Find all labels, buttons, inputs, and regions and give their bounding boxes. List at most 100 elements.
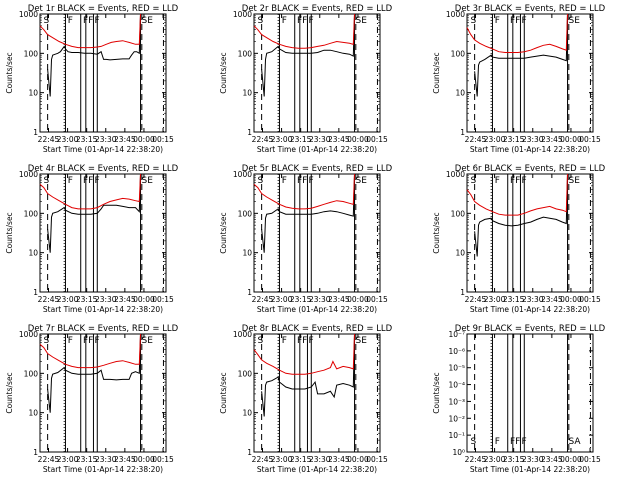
marker-label: F	[302, 336, 307, 346]
x-tick-label: 00:15	[366, 455, 388, 464]
x-tick-label: 23:45	[114, 455, 136, 464]
x-tick-label: 23:30	[522, 455, 544, 464]
x-tick-label: 23:30	[95, 135, 117, 144]
marker-label: F	[88, 16, 93, 26]
x-axis-label: Start Time (01-Apr-14 22:38:20)	[470, 305, 590, 314]
x-tick-label: 22:45	[465, 295, 487, 304]
x-tick-label: 23:30	[95, 295, 117, 304]
y-tick-label: 1	[247, 448, 252, 457]
y-tick-label: 10⁻²	[448, 414, 465, 423]
marker-label: F	[510, 176, 515, 186]
x-tick-label: 00:15	[152, 295, 174, 304]
y-axis-label: Counts/sec	[432, 212, 441, 253]
marker-label: F	[308, 336, 313, 346]
x-tick-label: 00:00	[347, 295, 369, 304]
x-axis-label: Start Time (01-Apr-14 22:38:20)	[43, 145, 163, 154]
y-tick-label: 10⁰	[452, 448, 465, 457]
marker-label: F	[515, 176, 520, 186]
marker-label: F	[297, 176, 302, 186]
marker-label: F	[510, 437, 515, 447]
x-tick-label: 23:00	[57, 295, 79, 304]
series-line-events	[261, 13, 355, 97]
marker-label: SE	[142, 176, 154, 186]
panel-title: Det 4r BLACK = Events, RED = LLD	[28, 164, 179, 174]
marker-label: F	[88, 336, 93, 346]
series-line-lld	[253, 173, 355, 210]
panel-title: Det 5r BLACK = Events, RED = LLD	[242, 164, 393, 174]
marker-label: F	[282, 336, 287, 346]
x-axis-label: Start Time (01-Apr-14 22:38:20)	[257, 145, 377, 154]
y-tick-label: 10	[242, 89, 252, 98]
x-tick-label: 23:45	[328, 455, 350, 464]
plot-frame	[466, 333, 594, 453]
marker-label: F	[302, 176, 307, 186]
x-tick-label: 00:15	[579, 455, 601, 464]
y-tick-label: 10	[28, 409, 38, 418]
x-tick-label: 23:45	[114, 135, 136, 144]
y-axis-label: Counts/sec	[219, 212, 228, 253]
x-tick-label: 23:45	[328, 135, 350, 144]
marker-label: F	[68, 336, 73, 346]
x-tick-label: 23:00	[271, 135, 293, 144]
y-tick-label: 1000	[233, 330, 252, 339]
x-tick-label: 23:30	[522, 135, 544, 144]
x-tick-label: 22:45	[252, 295, 274, 304]
x-tick-label: 23:15	[290, 455, 312, 464]
x-axis-label: Start Time (01-Apr-14 22:38:20)	[43, 305, 163, 314]
x-tick-label: 00:15	[579, 295, 601, 304]
y-tick-label: 1000	[19, 330, 38, 339]
panel-title: Det 2r BLACK = Events, RED = LLD	[242, 4, 393, 14]
marker-label: F	[83, 176, 88, 186]
y-tick-label: 1000	[446, 10, 465, 19]
x-axis-label: Start Time (01-Apr-14 22:38:20)	[257, 305, 377, 314]
plot-frame	[253, 173, 381, 293]
x-tick-label: 23:00	[271, 455, 293, 464]
x-tick-label: 23:00	[484, 295, 506, 304]
x-tick-label: 22:45	[252, 455, 274, 464]
marker-label: SA	[569, 437, 582, 447]
series-line-lld	[39, 333, 141, 369]
detector-panel-9: Det 9r BLACK = Events, RED = LLD 10⁰ 10⁻¹ 1…	[432, 324, 606, 474]
y-tick-label: 10⁻⁶	[448, 347, 465, 356]
y-tick-label: 100	[238, 369, 253, 378]
y-axis-label: Counts/sec	[219, 52, 228, 93]
x-tick-label: 22:45	[38, 135, 60, 144]
x-tick-label: 00:15	[579, 135, 601, 144]
y-tick-label: 1000	[446, 170, 465, 179]
marker-label: F	[495, 437, 500, 447]
marker-label: F	[83, 16, 88, 26]
y-tick-label: 10	[28, 89, 38, 98]
y-tick-label: 1	[33, 448, 38, 457]
x-axis-label: Start Time (01-Apr-14 22:38:20)	[470, 465, 590, 474]
x-tick-label: 00:00	[560, 295, 582, 304]
marker-label: S	[471, 176, 477, 186]
x-tick-label: 23:15	[76, 295, 98, 304]
y-axis-label: Counts/sec	[432, 52, 441, 93]
y-tick-label: 100	[24, 369, 39, 378]
y-axis-label: Counts/sec	[432, 372, 441, 413]
x-tick-label: 23:15	[290, 135, 312, 144]
y-tick-label: 10⁻⁴	[448, 381, 465, 390]
x-tick-label: 23:00	[57, 135, 79, 144]
y-tick-label: 100	[451, 209, 466, 218]
marker-label: F	[94, 16, 99, 26]
y-axis-label: Counts/sec	[219, 372, 228, 413]
x-tick-label: 23:45	[541, 455, 563, 464]
marker-label: F	[515, 437, 520, 447]
x-tick-label: 00:15	[152, 455, 174, 464]
marker-label: F	[521, 16, 526, 26]
y-tick-label: 10⁻¹	[448, 431, 465, 440]
plot-frame	[253, 333, 381, 453]
y-tick-label: 1	[247, 128, 252, 137]
x-axis-label: Start Time (01-Apr-14 22:38:20)	[257, 465, 377, 474]
x-tick-label: 00:00	[560, 455, 582, 464]
y-tick-label: 1000	[233, 170, 252, 179]
plot-frame	[466, 13, 594, 133]
y-tick-label: 10⁻⁷	[448, 330, 465, 339]
y-tick-label: 1	[460, 128, 465, 137]
x-tick-label: 23:00	[484, 135, 506, 144]
x-tick-label: 23:45	[541, 135, 563, 144]
marker-label: F	[495, 16, 500, 26]
x-tick-label: 23:30	[309, 135, 331, 144]
marker-label: F	[94, 176, 99, 186]
